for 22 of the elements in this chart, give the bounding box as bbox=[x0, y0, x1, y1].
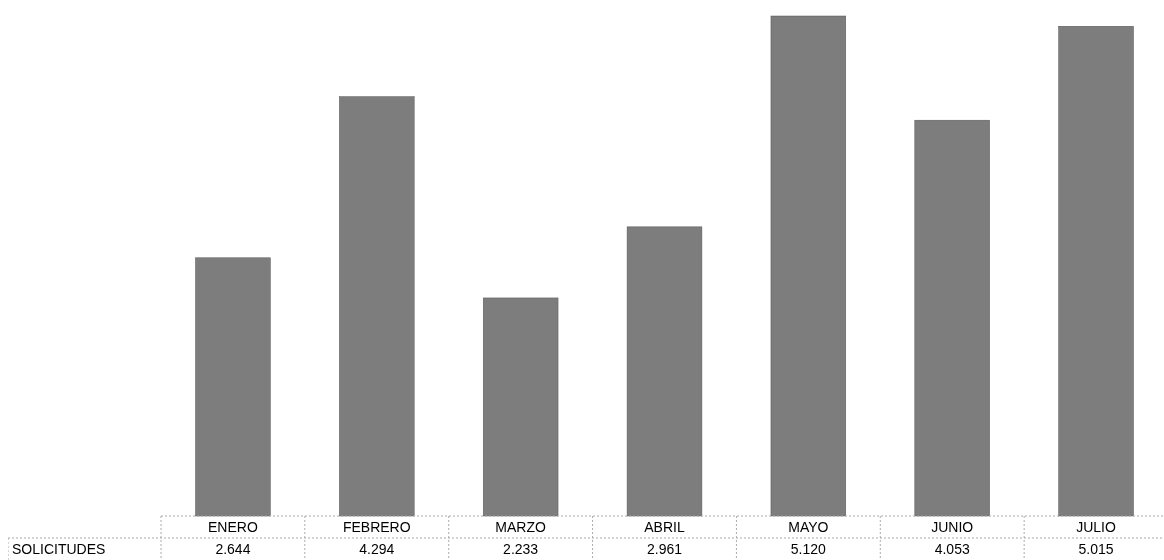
bar bbox=[914, 119, 990, 517]
bar bbox=[770, 15, 847, 517]
bar bbox=[339, 96, 415, 517]
text: SOLICITUDES bbox=[12, 540, 106, 557]
x-tick-label: MARZO bbox=[495, 518, 547, 535]
bar bbox=[626, 226, 703, 517]
x-tick-label: FEBRERO bbox=[342, 518, 411, 535]
bar bbox=[482, 297, 559, 517]
data-label: 2.233 bbox=[503, 540, 539, 557]
data-label: 2.961 bbox=[646, 540, 683, 557]
data-label: 4.294 bbox=[359, 540, 395, 557]
data-label: 4.053 bbox=[934, 540, 970, 557]
data-label: 5.015 bbox=[1078, 540, 1114, 557]
x-tick-label: JULIO bbox=[1076, 518, 1117, 535]
data-label: 2.644 bbox=[215, 540, 251, 557]
x-tick-label: ABRIL bbox=[644, 518, 685, 535]
x-tick-label: JUNIO bbox=[931, 518, 974, 535]
x-tick-label: ENERO bbox=[208, 518, 258, 535]
bar bbox=[1058, 26, 1134, 517]
bar bbox=[195, 257, 271, 517]
x-tick-label: MAYO bbox=[788, 518, 829, 535]
data-label: 5.120 bbox=[790, 540, 827, 557]
